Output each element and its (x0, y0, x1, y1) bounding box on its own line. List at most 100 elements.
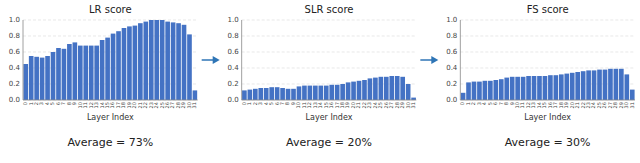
bar (138, 23, 143, 100)
bar (526, 76, 531, 100)
bar (630, 90, 635, 100)
bar (357, 81, 362, 100)
bar (160, 20, 165, 100)
bar (619, 69, 624, 100)
y-tick-label: 0.2 (228, 80, 239, 88)
bar (264, 88, 269, 100)
y-tick-label: 1.0 (9, 16, 20, 24)
bar (176, 23, 181, 100)
bar (313, 86, 318, 100)
bar (373, 78, 378, 100)
panel: FS score0.00.20.40.60.81.001234567891011… (446, 4, 635, 149)
x-tick-label: 31 (629, 102, 635, 108)
bar (269, 87, 274, 100)
bar (466, 82, 471, 100)
arrow (420, 59, 432, 61)
figure: LR score0.00.20.40.60.81.001234567891011… (0, 0, 640, 163)
bars (23, 20, 197, 100)
y-tick-label: 0.6 (9, 48, 21, 56)
bar (521, 77, 526, 100)
title: FS score (527, 4, 569, 15)
bar (379, 77, 384, 100)
bar (73, 42, 78, 100)
grid-line (460, 20, 635, 21)
grid-line (242, 20, 417, 21)
x-axis-label: Layer Index (87, 113, 134, 122)
bar (40, 58, 45, 100)
grid-line (460, 100, 635, 101)
bar (171, 22, 176, 100)
bar (94, 46, 99, 100)
bar (493, 80, 498, 100)
bar (499, 79, 504, 100)
bar (89, 46, 94, 100)
bar (297, 86, 302, 100)
bar (575, 72, 580, 100)
bar (100, 40, 105, 100)
bar (335, 85, 340, 100)
y-tick-label: 0.4 (228, 64, 240, 72)
bar (329, 85, 334, 100)
grid-line (460, 36, 635, 37)
bar (532, 76, 537, 100)
bar (340, 84, 345, 100)
bar (570, 73, 575, 100)
y-tick-label: 0.8 (446, 32, 457, 40)
bar (83, 46, 88, 100)
bar (597, 70, 602, 100)
bar (149, 20, 154, 100)
bar (624, 74, 629, 100)
y-tick-label: 0.2 (446, 80, 457, 88)
bar (78, 46, 83, 100)
grid-line (460, 52, 635, 53)
x-axis-label: Layer Index (306, 113, 353, 122)
y-tick-label: 0.0 (446, 96, 457, 104)
bar (29, 56, 34, 100)
bar (362, 80, 367, 100)
bar (154, 20, 159, 100)
grid-line (242, 68, 417, 69)
bar (291, 89, 296, 100)
x-axis (460, 100, 635, 101)
bar (280, 88, 285, 100)
bar (318, 86, 323, 100)
bar (564, 74, 569, 100)
bar (51, 52, 56, 100)
bar (559, 74, 564, 100)
bar (472, 82, 477, 100)
grid-line (23, 20, 198, 21)
arrow (202, 59, 214, 61)
bar (182, 25, 187, 100)
y-tick-label: 0.2 (9, 80, 20, 88)
bar (504, 78, 509, 100)
annotation: Average = 73% (67, 136, 153, 149)
bars (461, 69, 635, 100)
y-tick-label: 0.0 (9, 96, 20, 104)
bar (67, 44, 72, 100)
bar (515, 77, 520, 100)
bar (127, 26, 132, 100)
bar (461, 93, 466, 100)
bar (56, 48, 61, 100)
bar (302, 86, 307, 100)
bar (105, 38, 110, 100)
x-axis (23, 100, 198, 101)
bar (23, 64, 28, 100)
grid-line (23, 100, 198, 101)
bar (351, 82, 356, 100)
bar (400, 77, 405, 100)
y-tick-label: 1.0 (228, 16, 239, 24)
grid-line (242, 100, 417, 101)
y-axis (460, 20, 461, 100)
bar (308, 86, 313, 100)
bar (586, 70, 591, 100)
panel: LR score0.00.20.40.60.81.001234567891011… (9, 4, 198, 149)
arrow-head (431, 56, 438, 64)
bar (608, 69, 613, 100)
bar (477, 82, 482, 100)
bar (165, 22, 170, 100)
grid-line (242, 36, 417, 37)
bar (34, 57, 39, 100)
bar (488, 81, 493, 100)
bar (187, 34, 192, 100)
